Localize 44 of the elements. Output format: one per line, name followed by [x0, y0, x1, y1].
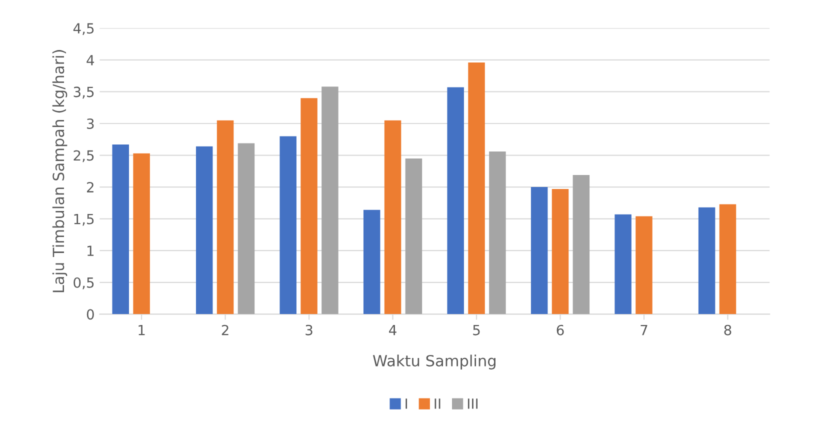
y-tick-label: 0: [86, 309, 94, 320]
bar: [238, 143, 255, 314]
x-tick-label: 1: [138, 325, 145, 336]
y-tick-label: 0,5: [74, 277, 94, 290]
x-tick-label: 5: [473, 325, 480, 336]
bar: [300, 98, 318, 314]
y-axis-title: Laju Timbulan Sampah (kg/hari): [52, 50, 68, 292]
bar: [614, 214, 632, 314]
legend-label: II: [434, 398, 440, 409]
bar: [112, 144, 129, 314]
bar: [636, 216, 652, 314]
bar: [530, 187, 548, 314]
legend-label: III: [468, 398, 478, 409]
y-tick-label: 2,5: [74, 150, 94, 162]
x-axis-title: Waktu Sampling: [372, 354, 496, 370]
x-tick-label: 7: [640, 325, 648, 336]
bar: [322, 86, 338, 314]
y-tick-label: 2: [86, 182, 94, 192]
bar: [719, 204, 736, 314]
bar: [216, 120, 234, 314]
y-tick-label: 1: [88, 246, 94, 256]
bar: [280, 136, 296, 314]
bar: [405, 158, 422, 314]
y-tick-label: 1,5: [74, 214, 94, 226]
x-tick-label: 4: [389, 325, 396, 336]
x-tick-label: 3: [306, 324, 312, 336]
bar: [133, 153, 150, 314]
bar: [384, 120, 402, 314]
y-tick-label: 4: [86, 55, 94, 66]
bar: [572, 174, 590, 314]
bar: [447, 87, 464, 314]
x-tick-label: 8: [724, 324, 732, 336]
y-tick-label: 4,5: [73, 23, 94, 36]
legend-label: I: [406, 398, 408, 409]
x-tick-label: 6: [556, 324, 564, 336]
bar: [698, 207, 716, 314]
bar: [196, 146, 213, 314]
bar: [489, 151, 506, 314]
bar: [552, 188, 569, 314]
x-tick-label: 2: [222, 324, 228, 336]
y-tick-label: 3,5: [74, 86, 94, 99]
bar: [363, 210, 380, 314]
y-tick-label: 3: [87, 118, 94, 129]
bar: [468, 62, 485, 314]
